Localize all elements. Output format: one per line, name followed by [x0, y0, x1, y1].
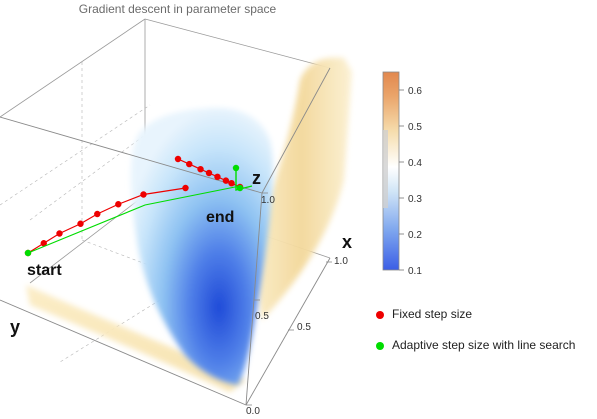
series-fixed-point: [140, 191, 147, 198]
series-fixed-point: [115, 201, 122, 208]
series-adaptive-line: [27, 185, 241, 254]
colorbar-tick-label: 0.5: [408, 122, 422, 133]
colorbar-tick-label: 0.6: [408, 86, 422, 97]
legend-item-adaptive: Adaptive step size with line search: [376, 337, 596, 357]
colorbar-ticks: 0.1 0.2 0.3 0.4 0.5 0.6: [399, 86, 422, 277]
axis-label-x: x: [342, 232, 352, 252]
series-fixed-point: [56, 230, 63, 237]
series-fixed-point: [174, 155, 182, 163]
tick-label-x: 1.0: [334, 256, 348, 267]
tick-label-z: 1.0: [261, 195, 275, 206]
axis-label-y: y: [10, 317, 20, 337]
chart-title: Gradient descent in parameter space: [78, 2, 277, 16]
series-fixed-point: [186, 160, 193, 168]
series-fixed-point: [40, 240, 47, 247]
grid-lines: [0, 62, 216, 363]
colorbar-tick-label: 0.3: [408, 194, 422, 205]
annotation-start: start: [27, 262, 62, 279]
legend-marker-adaptive: [376, 342, 384, 350]
series-fixed-point: [182, 184, 189, 192]
series-fixed-point: [228, 179, 235, 187]
axis-ticks: [246, 192, 332, 406]
surface-wall-right: [250, 57, 352, 320]
series-fixed-point: [214, 173, 221, 181]
series-fixed-point: [205, 169, 213, 177]
series-layer: [24, 155, 253, 257]
tick-label-z: 0.5: [255, 311, 269, 322]
series-adaptive-point: [24, 249, 32, 257]
tick-label-z: 0.0: [246, 406, 260, 417]
colorbar-tick-label: 0.4: [408, 158, 422, 169]
legend-item-fixed: Fixed step size: [376, 306, 596, 326]
series-fixed-point: [197, 165, 204, 173]
colorbar-range-highlight: [383, 130, 388, 208]
legend-label-fixed: Fixed step size: [392, 307, 473, 321]
colorbar-tick-label: 0.1: [408, 266, 422, 277]
series-fixed-point: [77, 220, 84, 227]
tick-label-x: 0.5: [297, 322, 311, 333]
colorbar-tick-label: 0.2: [408, 230, 422, 241]
bounding-box-front: [0, 67, 331, 406]
surface-floor-front: [26, 285, 246, 392]
series-adaptive-vector: [235, 166, 253, 191]
annotation-end: end: [206, 209, 234, 226]
legend-label-adaptive: Adaptive step size with line search: [392, 338, 576, 352]
surface-bowl: [131, 107, 273, 385]
series-fixed-point: [94, 210, 101, 218]
legend-marker-fixed: [376, 311, 384, 319]
axis-label-z: z: [252, 168, 261, 188]
series-fixed-point: [222, 177, 230, 184]
